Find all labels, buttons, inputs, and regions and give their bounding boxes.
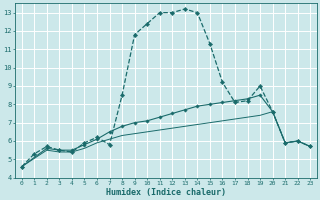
X-axis label: Humidex (Indice chaleur): Humidex (Indice chaleur) [106, 188, 226, 197]
